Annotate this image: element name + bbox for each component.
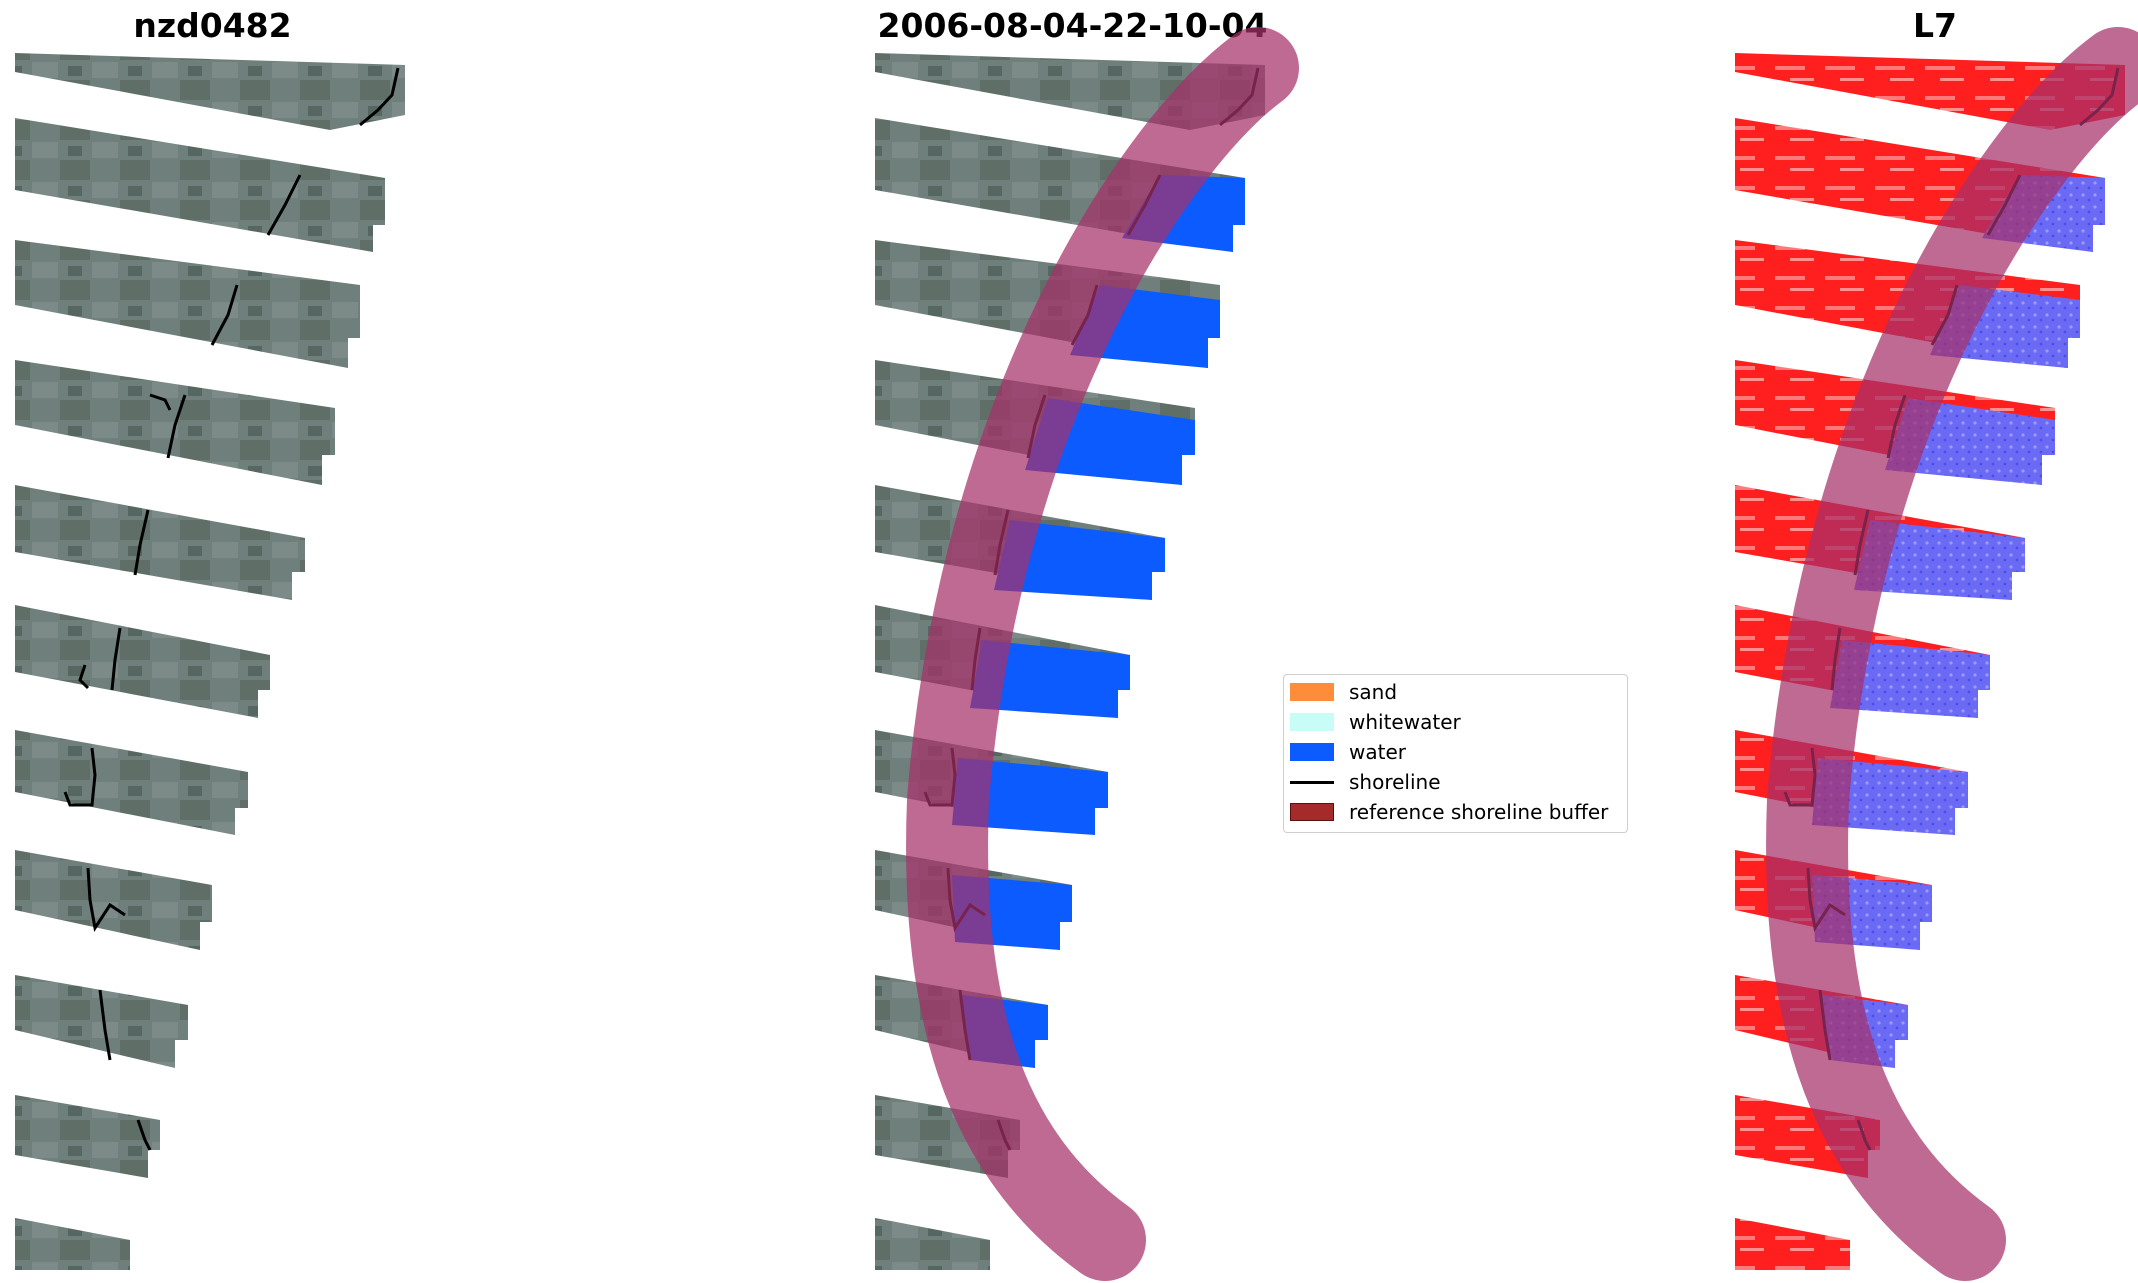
image-strip <box>15 605 270 718</box>
legend-label-reference-buffer: reference shoreline buffer <box>1349 800 1609 824</box>
water-index-region <box>1854 520 2025 600</box>
shoreline-line <box>149 393 172 411</box>
image-strip <box>15 118 385 252</box>
image-strip <box>15 240 360 368</box>
water-class-region <box>970 640 1130 718</box>
shoreline-line <box>86 867 126 932</box>
panel-title-classified: 2006-08-04-22-10-04 <box>877 6 1268 45</box>
legend-swatch-sand <box>1290 683 1334 701</box>
shoreline-line <box>136 1119 152 1151</box>
reference-shoreline-buffer <box>1766 27 2138 1281</box>
legend-item-sand: sand <box>1284 679 1627 705</box>
image-strip <box>15 1095 160 1178</box>
shoreline-line <box>110 627 122 691</box>
image-strip <box>1735 1218 1850 1270</box>
classified-image-panel <box>875 27 1299 1281</box>
legend-swatch-whitewater <box>1290 713 1334 731</box>
rgb-image-panel <box>15 53 405 1270</box>
legend-swatch-water <box>1290 743 1334 761</box>
legend-label-whitewater: whitewater <box>1349 710 1461 734</box>
shoreline-line <box>266 174 302 236</box>
image-strip <box>15 1218 130 1270</box>
reference-shoreline-buffer <box>906 27 1299 1281</box>
water-index-region <box>1830 640 1990 718</box>
index-image-panel <box>1735 27 2138 1281</box>
shoreline-line <box>133 509 150 576</box>
legend-item-shoreline: shoreline <box>1284 769 1627 795</box>
panel-title-rgb: nzd0482 <box>133 6 292 45</box>
shoreline-line <box>359 67 400 127</box>
shoreline-line <box>98 989 112 1061</box>
legend-item-reference-buffer: reference shoreline buffer <box>1284 799 1627 825</box>
shoreline-line <box>166 394 187 459</box>
legend: sand whitewater water shoreline referenc… <box>1283 674 1628 833</box>
shoreline-line <box>210 284 239 346</box>
legend-swatch-reference-buffer <box>1290 803 1334 821</box>
panel-title-index: L7 <box>1913 6 1957 45</box>
water-class-region <box>994 520 1165 600</box>
image-strip <box>15 850 212 950</box>
legend-label-shoreline: shoreline <box>1349 770 1441 794</box>
legend-swatch-shoreline <box>1290 781 1334 784</box>
legend-label-water: water <box>1349 740 1406 764</box>
image-strip <box>15 53 405 130</box>
legend-item-whitewater: whitewater <box>1284 709 1627 735</box>
image-strip <box>15 730 248 835</box>
image-strip <box>15 485 305 600</box>
legend-label-sand: sand <box>1349 680 1398 704</box>
legend-item-water: water <box>1284 739 1627 765</box>
image-strip <box>875 1218 990 1270</box>
shoreline-line <box>78 664 90 690</box>
image-strip <box>15 975 188 1068</box>
shoreline-line <box>63 747 97 807</box>
